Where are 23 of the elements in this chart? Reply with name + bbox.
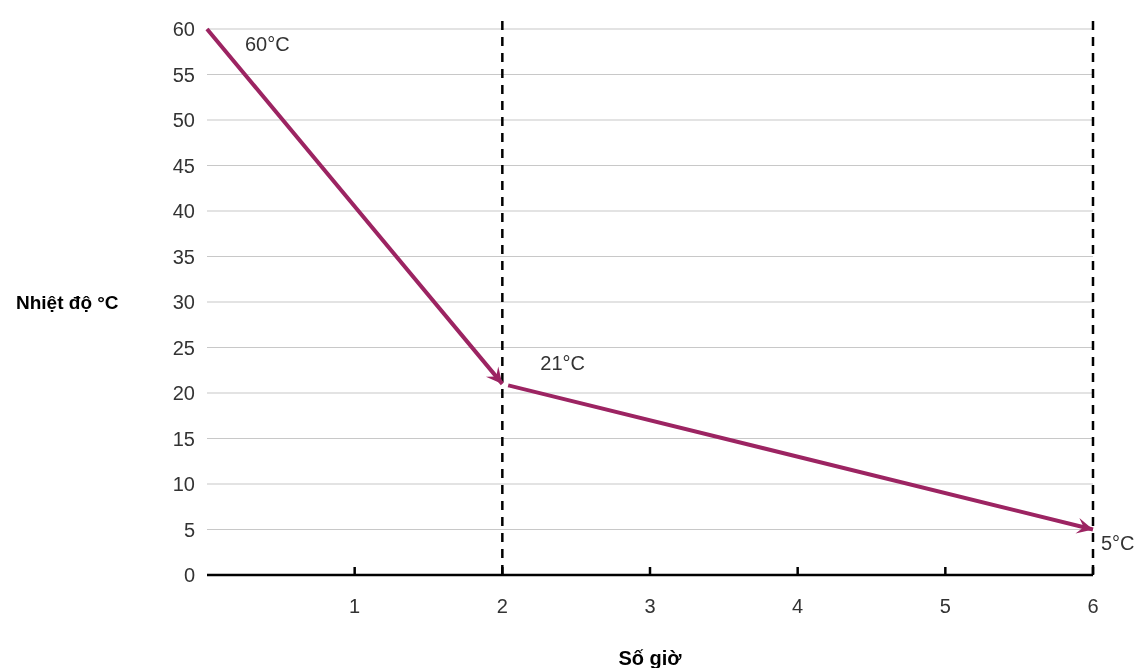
y-tick-label: 40 xyxy=(172,200,195,222)
x-tick-label: 2 xyxy=(496,595,508,617)
y-tick-label: 50 xyxy=(172,109,195,131)
y-tick-label: 15 xyxy=(172,427,195,450)
y-tick-label: 20 xyxy=(172,382,195,404)
x-tick-label: 5 xyxy=(939,595,951,617)
x-tick-label: 3 xyxy=(644,595,656,617)
y-tick-label: 0 xyxy=(183,564,195,586)
x-tick-label: 1 xyxy=(349,595,361,617)
y-tick-label: 10 xyxy=(172,473,195,495)
y-axis-title: Nhiệt độ °C xyxy=(16,292,119,313)
annotation: 5°C xyxy=(1101,531,1135,554)
y-tick-label: 35 xyxy=(172,245,195,268)
x-tick-label: 4 xyxy=(792,595,804,617)
y-tick-label: 30 xyxy=(172,291,195,313)
y-tick-label: 60 xyxy=(172,18,195,40)
annotation: 60°C xyxy=(245,33,290,55)
y-tick-label: 45 xyxy=(172,154,195,177)
y-tick-label: 5 xyxy=(183,518,195,541)
x-tick-label: 6 xyxy=(1087,595,1099,617)
y-tick-label: 25 xyxy=(172,336,195,359)
annotation: 21°C xyxy=(540,351,586,374)
y-tick-label: 55 xyxy=(172,63,195,86)
